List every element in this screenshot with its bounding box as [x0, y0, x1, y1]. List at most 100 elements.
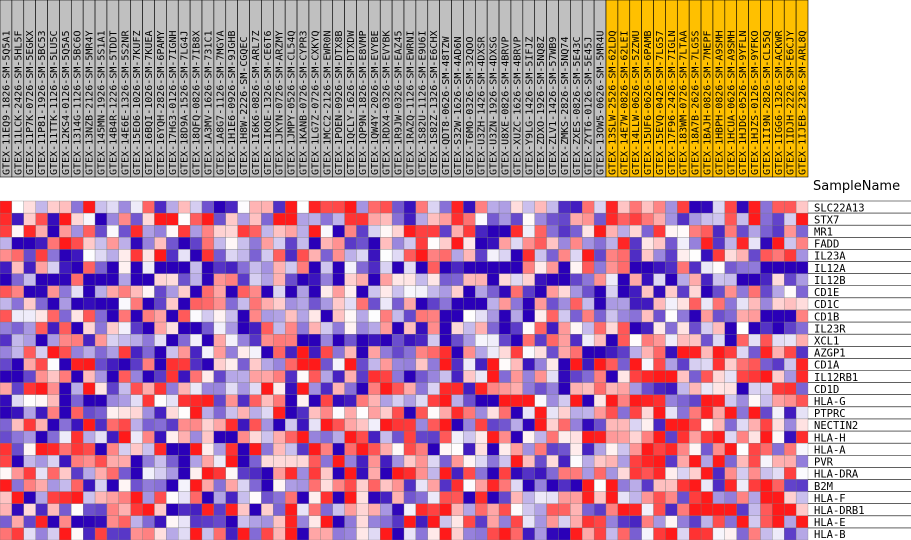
heatmap-cell	[665, 370, 678, 383]
heatmap-cell	[712, 346, 725, 359]
heatmap-cell	[285, 406, 298, 420]
heatmap-cell	[748, 212, 761, 226]
heatmap-cell	[677, 212, 690, 226]
heatmap-cell	[35, 346, 48, 359]
column-label: GTEX-18A7B-2626-SM-7LG5S	[691, 31, 702, 176]
heatmap-cell	[629, 382, 642, 395]
heatmap-cell	[35, 273, 48, 286]
heatmap-cell	[463, 467, 476, 480]
heatmap-cell	[296, 334, 310, 347]
heatmap-cell	[356, 406, 369, 420]
heatmap-cell	[712, 309, 725, 323]
heatmap-cell	[463, 527, 476, 540]
heatmap-cell	[23, 200, 36, 214]
heatmap-cell	[617, 346, 630, 359]
row-label: IL12B	[814, 275, 846, 287]
heatmap-cell	[522, 249, 535, 262]
heatmap-cell	[249, 503, 262, 516]
heatmap-cell	[665, 309, 678, 323]
heatmap-cell	[748, 418, 761, 432]
heatmap-cell	[332, 237, 345, 250]
heatmap-cell	[380, 225, 393, 238]
heatmap-cell	[249, 321, 262, 335]
heatmap-cell	[142, 515, 155, 529]
heatmap-cell	[59, 467, 72, 480]
heatmap-cell	[130, 212, 143, 226]
heatmap-cell	[451, 249, 464, 262]
heatmap-cell	[154, 527, 167, 540]
heatmap-cell	[463, 346, 476, 359]
heatmap-cell	[487, 491, 500, 504]
heatmap-cell	[166, 273, 179, 286]
heatmap-cell	[451, 358, 464, 371]
heatmap-cell	[439, 273, 452, 286]
column-label: GTEX-16BQI-1026-SM-7KUEA	[144, 31, 155, 176]
column-label: GTEX-13NZB-2126-SM-5MR4Y	[85, 31, 96, 176]
heatmap-cell	[772, 346, 785, 359]
heatmap-cell	[237, 515, 250, 529]
heatmap-cell	[653, 273, 666, 286]
heatmap-cell	[498, 249, 512, 262]
heatmap-cell	[285, 200, 298, 214]
heatmap-cell	[35, 297, 48, 311]
heatmap-cell	[35, 515, 48, 529]
heatmap-cell	[439, 479, 452, 492]
heatmap-cell	[415, 321, 428, 335]
heatmap-cell	[356, 297, 369, 311]
heatmap-cell	[653, 430, 666, 444]
heatmap-cell	[724, 515, 737, 529]
heatmap-cell	[546, 285, 559, 299]
heatmap-cell	[106, 261, 119, 274]
heatmap-cell	[748, 321, 761, 335]
heatmap-cell	[475, 382, 488, 395]
column-label: GTEX-ZLV1-1426-SM-57WB9	[548, 37, 559, 175]
heatmap-cell	[201, 261, 215, 274]
heatmap-cell	[201, 249, 215, 262]
heatmap-cell	[11, 225, 24, 238]
heatmap-cell	[213, 358, 226, 371]
column-label: GTEX-11P7K-0726-SM-5EGKX	[25, 30, 36, 175]
heatmap-cell	[213, 309, 226, 323]
heatmap-cell	[451, 394, 464, 407]
heatmap-cell	[285, 418, 298, 432]
heatmap-cell	[237, 297, 250, 311]
heatmap-cell	[0, 394, 13, 407]
heatmap-cell	[273, 503, 286, 516]
heatmap-cell	[356, 527, 369, 540]
heatmap-cell	[83, 515, 96, 529]
heatmap-cell	[427, 261, 440, 274]
heatmap-cell	[451, 297, 464, 311]
heatmap-cell	[189, 467, 203, 480]
heatmap-cell	[546, 309, 559, 323]
heatmap-cell	[605, 455, 619, 468]
heatmap-cell	[487, 249, 500, 262]
heatmap-cell	[629, 442, 642, 456]
heatmap-cell	[142, 200, 155, 214]
column-label: GTEX-13SLW-2526-SM-62LDQ	[607, 31, 618, 176]
heatmap-cell	[237, 382, 250, 395]
heatmap-cell	[617, 370, 630, 383]
heatmap-cell	[344, 467, 357, 480]
heatmap-cell	[463, 515, 476, 529]
row-label: HLA-E	[814, 517, 846, 529]
heatmap-cell	[403, 249, 417, 262]
column-label: GTEX-14LLW-0626-SM-5ZZWU	[631, 31, 642, 176]
heatmap-cell	[249, 358, 262, 371]
heatmap-cell	[487, 273, 500, 286]
heatmap-cell	[380, 261, 393, 274]
heatmap-cell	[332, 491, 345, 504]
heatmap-cell	[285, 467, 298, 480]
heatmap-cell	[35, 406, 48, 420]
heatmap-cell	[118, 455, 131, 468]
heatmap-cell	[142, 261, 155, 274]
heatmap-cell	[225, 455, 238, 468]
heatmap-cell	[166, 346, 179, 359]
heatmap-cell	[760, 491, 773, 504]
heatmap-cell	[712, 334, 725, 347]
heatmap-cell	[760, 430, 773, 444]
heatmap-cell	[261, 515, 274, 529]
heatmap-cell	[320, 212, 333, 226]
heatmap-cell	[415, 334, 428, 347]
heatmap-cell	[130, 273, 143, 286]
heatmap-cell	[118, 273, 131, 286]
